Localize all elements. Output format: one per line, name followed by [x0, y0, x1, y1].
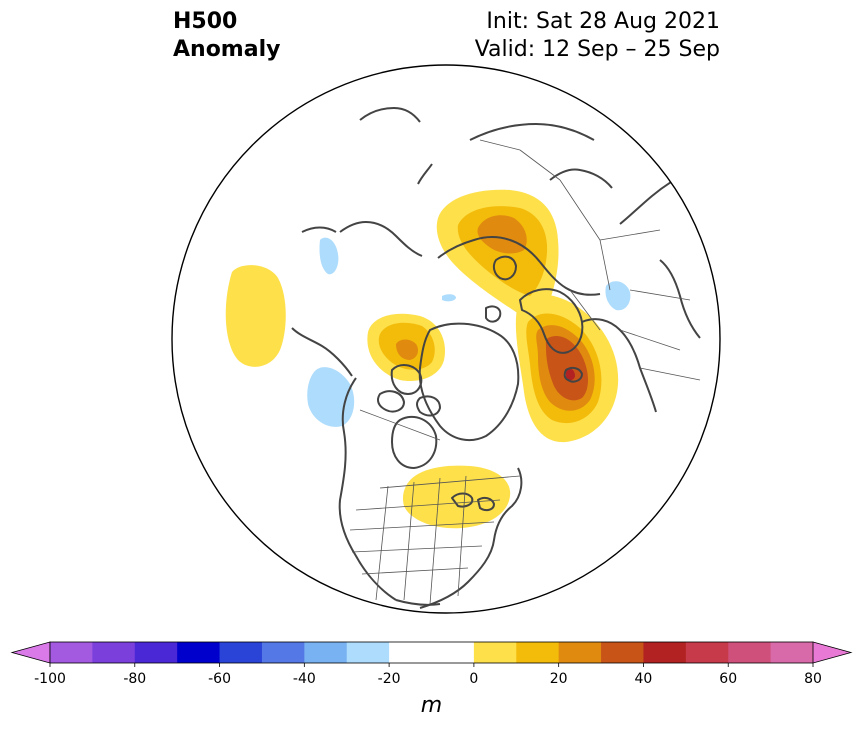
- colorbar-swatch: [134, 642, 178, 663]
- valid-period: Valid: 12 Sep – 25 Sep: [474, 37, 720, 62]
- colorbar-extend-max: [812, 641, 853, 664]
- colorbar-tick-label: 0: [469, 671, 478, 687]
- anomaly-north-pacific: [225, 265, 286, 367]
- colorbar-swatch: [473, 642, 517, 663]
- colorbar-tick-label: 60: [719, 671, 737, 687]
- colorbar-swatch: [770, 642, 814, 663]
- colorbar-frame: [49, 641, 814, 664]
- anomaly-great-lakes: [402, 465, 511, 529]
- colorbar-tick-label: -80: [123, 671, 146, 687]
- colorbar-swatch: [219, 642, 263, 663]
- colorbar-ticks: -100-80-60-40-20020406080100: [34, 663, 822, 687]
- colorbar-units: m: [420, 693, 443, 718]
- polar-map: [171, 64, 721, 614]
- colorbar-swatch: [50, 642, 93, 663]
- colorbar-swatch: [92, 642, 136, 663]
- anomaly-bering: [319, 237, 339, 275]
- title-left: H500 Anomaly: [173, 8, 280, 64]
- colorbar-swatch: [261, 642, 305, 663]
- colorbar: -100-80-60-40-20020406080100: [10, 641, 853, 687]
- colorbar-swatch: [685, 642, 729, 663]
- title-right: Init: Sat 28 Aug 2021 Valid: 12 Sep – 25…: [475, 8, 720, 64]
- colorbar-swatch: [516, 642, 560, 663]
- colorbar-tick-label: 80: [804, 671, 822, 687]
- init-time: Init: Sat 28 Aug 2021: [486, 9, 720, 34]
- anomaly-siberia: [436, 189, 559, 317]
- colorbar-swatch: [431, 642, 475, 663]
- colorbar-swatches: [10, 641, 853, 664]
- colorbar-tick-label: 20: [550, 671, 568, 687]
- colorbar-extend-min: [10, 641, 51, 664]
- colorbar-swatch: [304, 642, 348, 663]
- colorbar-swatch: [346, 642, 390, 663]
- title-field: Anomaly: [173, 37, 281, 62]
- borders: [349, 139, 701, 605]
- colorbar-swatch: [177, 642, 221, 663]
- map-boundary: [171, 64, 721, 614]
- colorbar-swatch: [389, 642, 432, 663]
- colorbar-tick-label: -40: [293, 671, 316, 687]
- colorbar-swatch: [643, 642, 687, 663]
- anomaly-caspian: [605, 281, 631, 311]
- colorbar-tick-label: -60: [208, 671, 231, 687]
- colorbar-tick-label: -20: [378, 671, 401, 687]
- colorbar-swatch: [558, 642, 602, 663]
- colorbar-tick-label: 40: [635, 671, 653, 687]
- title-variable: H500: [173, 9, 238, 34]
- colorbar-swatch: [728, 642, 772, 663]
- colorbar-tick-label: -100: [34, 671, 66, 687]
- colorbar-swatch: [601, 642, 644, 663]
- anomaly-barents: [442, 294, 456, 302]
